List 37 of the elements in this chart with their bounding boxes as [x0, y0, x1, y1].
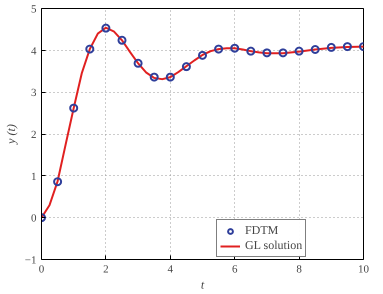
- x-tick-label: 6: [232, 264, 238, 276]
- point: [53, 177, 62, 186]
- point: [310, 45, 320, 54]
- y-tick-label: 4: [31, 45, 37, 58]
- y-tick-label: 3: [31, 87, 37, 100]
- point: [69, 104, 78, 113]
- y-tick-label: 0: [31, 212, 37, 225]
- point: [294, 46, 304, 56]
- x-tick-label: 10: [358, 264, 370, 276]
- y-tick-label: −1: [24, 254, 37, 266]
- point: [85, 44, 94, 54]
- point: [198, 50, 207, 60]
- x-axis-title: t: [200, 278, 205, 292]
- point: [246, 46, 256, 56]
- point: [101, 24, 110, 33]
- point: [182, 62, 191, 72]
- point: [326, 42, 336, 52]
- point: [230, 44, 240, 53]
- x-tick-label: 0: [38, 264, 45, 276]
- point: [118, 36, 126, 45]
- x-tick-label: 8: [296, 264, 302, 276]
- x-tick-label: 4: [168, 264, 174, 276]
- point: [278, 48, 288, 58]
- point: [262, 48, 272, 58]
- x-tick-label: 2: [103, 264, 109, 276]
- y-tick-label: 5: [31, 4, 37, 16]
- point: [342, 42, 352, 52]
- y-tick-label: 1: [31, 170, 36, 183]
- y-tick-label: 2: [31, 129, 36, 141]
- line-series: [42, 26, 364, 219]
- point: [134, 58, 143, 68]
- point: [214, 44, 224, 54]
- point: [150, 72, 159, 82]
- legend-label: FDTM: [245, 223, 278, 238]
- point: [166, 72, 175, 82]
- y-axis-title: y (t): [4, 124, 18, 145]
- legend-label: GL solution: [245, 238, 302, 253]
